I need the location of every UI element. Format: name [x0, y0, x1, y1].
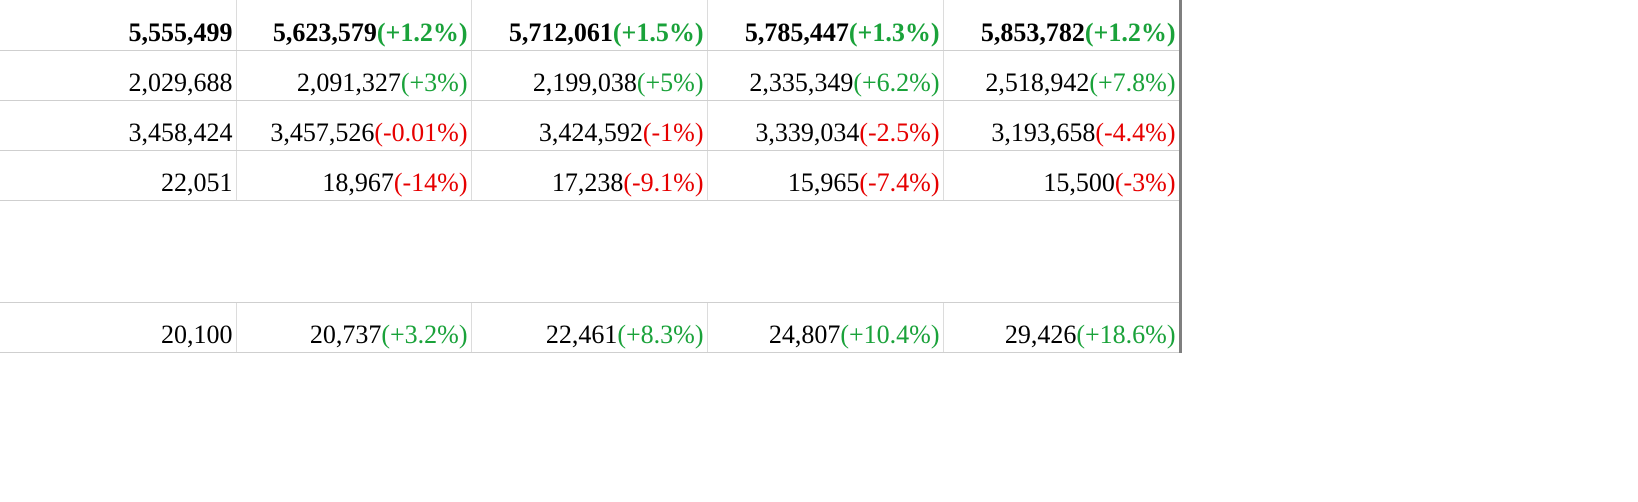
cell-change: (+1.2%) [376, 17, 468, 47]
table-row: 5,555,499 5,623,579(+1.2%) 5,712,061(+1.5%… [0, 0, 1182, 51]
table-cell[interactable]: 3,424,592(-1%) [470, 100, 707, 151]
table-cell[interactable]: 22,051 [0, 150, 236, 201]
table-cell[interactable]: 2,518,942(+7.8%) [942, 50, 1182, 101]
cell-value: 2,091,327 [296, 67, 401, 97]
empty-cell[interactable] [471, 200, 707, 303]
table-cell[interactable]: 3,457,526(-0.01%) [235, 100, 471, 151]
cell-change: (-7.4%) [859, 167, 940, 197]
cell-value: 29,426 [1004, 319, 1077, 349]
table-cell[interactable]: 5,555,499 [0, 0, 236, 51]
table-cell[interactable]: 22,461(+8.3%) [470, 302, 707, 353]
cell-value: 5,785,447 [744, 17, 849, 47]
empty-cell[interactable] [236, 200, 471, 303]
cell-change: (+7.8%) [1089, 67, 1176, 97]
table-cell[interactable]: 20,737(+3.2%) [235, 302, 471, 353]
cell-change: (+5%) [636, 67, 704, 97]
cell-value: 20,100 [161, 319, 233, 349]
table-cell[interactable]: 5,712,061(+1.5%) [470, 0, 707, 51]
table-cell[interactable]: 18,967(-14%) [235, 150, 471, 201]
cell-value: 3,457,526 [270, 117, 375, 147]
cell-change: (+3%) [400, 67, 468, 97]
table-cell[interactable]: 20,100 [0, 302, 236, 353]
cell-change: (+10.4%) [840, 319, 940, 349]
cell-value: 22,461 [545, 319, 618, 349]
cell-value: 24,807 [768, 319, 841, 349]
cell-change: (+18.6%) [1076, 319, 1176, 349]
empty-cell[interactable] [0, 200, 236, 303]
cell-value: 3,193,658 [991, 117, 1096, 147]
cell-change: (-1%) [642, 117, 704, 147]
cell-value: 2,335,349 [749, 67, 854, 97]
table-body: 5,555,499 5,623,579(+1.2%) 5,712,061(+1.5%… [0, 0, 1182, 353]
cell-value: 3,458,424 [128, 117, 233, 147]
cell-value: 2,029,688 [128, 67, 233, 97]
table-cell[interactable]: 15,965(-7.4%) [706, 150, 943, 201]
cell-value: 18,967 [322, 167, 394, 197]
table-cell[interactable]: 5,785,447(+1.3%) [706, 0, 943, 51]
table-cell[interactable]: 29,426(+18.6%) [942, 302, 1182, 353]
table-cell[interactable]: 3,339,034(-2.5%) [706, 100, 943, 151]
cell-value: 2,518,942 [985, 67, 1090, 97]
table-cell[interactable]: 5,853,782(+1.2%) [942, 0, 1182, 51]
cell-value: 3,339,034 [755, 117, 860, 147]
cell-change: (+1.3%) [848, 17, 940, 47]
cell-change: (+8.3%) [617, 319, 704, 349]
table-row: 20,100 20,737(+3.2%) 22,461(+8.3%) 24,807(+… [0, 302, 1182, 353]
table-cell[interactable]: 3,193,658(-4.4%) [942, 100, 1182, 151]
cell-change: (-4.4%) [1095, 117, 1176, 147]
cell-value: 5,712,061 [508, 17, 613, 47]
table-cell[interactable]: 15,500(-3%) [942, 150, 1182, 201]
cell-value: 20,737 [309, 319, 382, 349]
table-cell[interactable]: 2,091,327(+3%) [235, 50, 471, 101]
cell-value: 22,051 [161, 167, 233, 197]
cell-change: (-14%) [393, 167, 468, 197]
cell-value: 15,500 [1043, 167, 1115, 197]
table-cell[interactable]: 2,335,349(+6.2%) [706, 50, 943, 101]
data-table-wrapper: 5,555,499 5,623,579(+1.2%) 5,712,061(+1.5%… [0, 0, 1182, 353]
cell-change: (-0.01%) [374, 117, 468, 147]
table-row: 3,458,424 3,457,526(-0.01%) 3,424,592(-1%)… [0, 100, 1182, 151]
table-row: 2,029,688 2,091,327(+3%) 2,199,038(+5%) 2,3… [0, 50, 1182, 101]
table-cell[interactable]: 2,199,038(+5%) [470, 50, 707, 101]
cell-value: 15,965 [787, 167, 860, 197]
table-cell[interactable]: 17,238(-9.1%) [470, 150, 707, 201]
population-table: 5,555,499 5,623,579(+1.2%) 5,712,061(+1.5%… [0, 0, 1182, 353]
cell-change: (+1.2%) [1084, 17, 1176, 47]
cell-change: (+6.2%) [853, 67, 940, 97]
table-spacer-row [0, 200, 1182, 303]
cell-change: (-9.1%) [623, 167, 704, 197]
table-cell[interactable]: 3,458,424 [0, 100, 236, 151]
table-row: 22,051 18,967(-14%) 17,238(-9.1%) 15,965(-7… [0, 150, 1182, 201]
cell-value: 5,555,499 [128, 17, 233, 47]
table-cell[interactable]: 2,029,688 [0, 50, 236, 101]
cell-value: 5,853,782 [980, 17, 1085, 47]
cell-value: 17,238 [551, 167, 624, 197]
cell-change: (+1.5%) [612, 17, 704, 47]
cell-change: (+3.2%) [381, 319, 468, 349]
empty-cell[interactable] [707, 200, 943, 303]
cell-change: (-2.5%) [859, 117, 940, 147]
cell-value: 2,199,038 [532, 67, 637, 97]
table-cell[interactable]: 5,623,579(+1.2%) [235, 0, 471, 51]
cell-value: 3,424,592 [538, 117, 643, 147]
cell-change: (-3%) [1114, 167, 1176, 197]
cell-value: 5,623,579 [272, 17, 377, 47]
empty-cell[interactable] [943, 200, 1182, 303]
table-cell[interactable]: 24,807(+10.4%) [706, 302, 943, 353]
